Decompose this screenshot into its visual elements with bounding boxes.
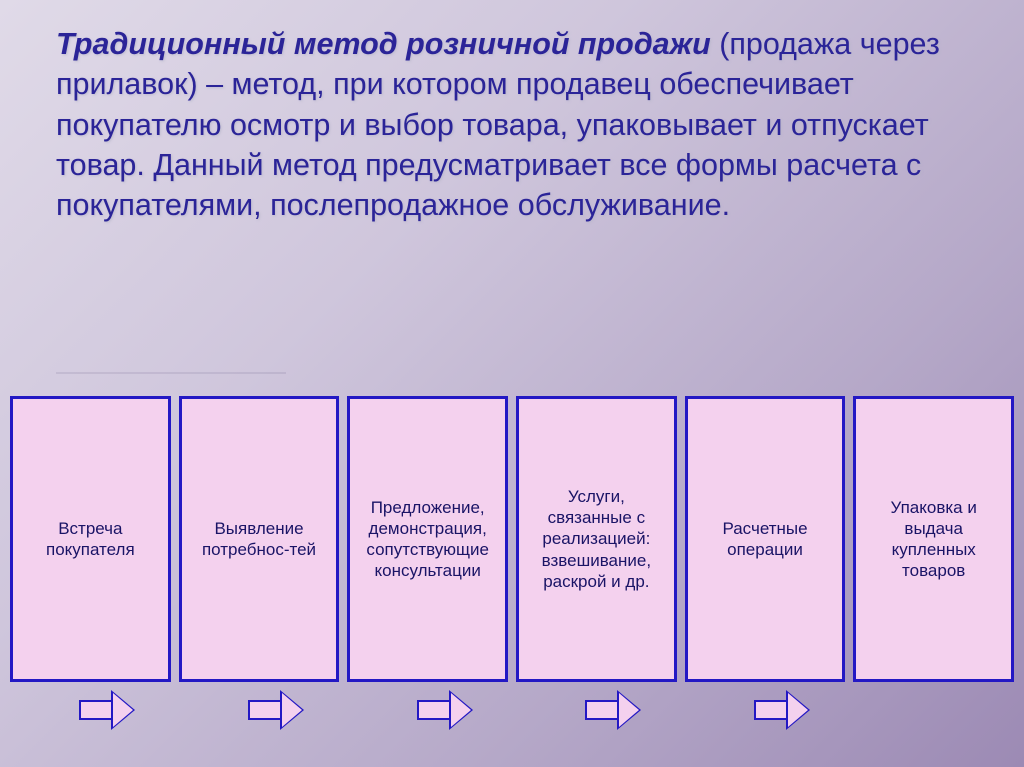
process-flow: Встреча покупателя Выявление потребнос-т… [10,396,1014,738]
step-box: Расчетные операции [685,396,846,682]
definition-paragraph: Традиционный метод розничной продажи (пр… [56,24,968,225]
step-box: Услуги, связанные с реализацией: взвешив… [516,396,677,682]
process-step: Встреча покупателя [10,396,171,738]
process-step: Предложение, демонстрация, сопутствующие… [347,396,508,738]
step-box: Выявление потребнос-тей [179,396,340,682]
arrow-holder [853,682,1014,738]
step-label: Упаковка и выдача купленных товаров [862,497,1005,582]
step-label: Выявление потребнос-тей [188,518,331,561]
arrow-right-icon [248,690,310,730]
arrow-right-icon [417,690,479,730]
process-step: Услуги, связанные с реализацией: взвешив… [516,396,677,738]
process-step: Упаковка и выдача купленных товаров [853,396,1014,738]
step-label: Встреча покупателя [19,518,162,561]
arrow-right-icon [79,690,141,730]
step-label: Услуги, связанные с реализацией: взвешив… [525,486,668,592]
step-box: Предложение, демонстрация, сопутствующие… [347,396,508,682]
arrow-right-icon [754,690,816,730]
decorative-line [56,372,286,374]
arrow-holder [685,682,846,738]
step-box: Упаковка и выдача купленных товаров [853,396,1014,682]
step-label: Предложение, демонстрация, сопутствующие… [356,497,499,582]
step-box: Встреча покупателя [10,396,171,682]
arrow-holder [179,682,340,738]
definition-term: Традиционный метод розничной продажи [56,27,711,61]
step-label: Расчетные операции [694,518,837,561]
arrow-holder [347,682,508,738]
arrow-holder [10,682,171,738]
process-step: Расчетные операции [685,396,846,738]
arrow-right-icon [585,690,647,730]
slide-content: Традиционный метод розничной продажи (пр… [0,0,1024,225]
arrow-holder [516,682,677,738]
process-step: Выявление потребнос-тей [179,396,340,738]
